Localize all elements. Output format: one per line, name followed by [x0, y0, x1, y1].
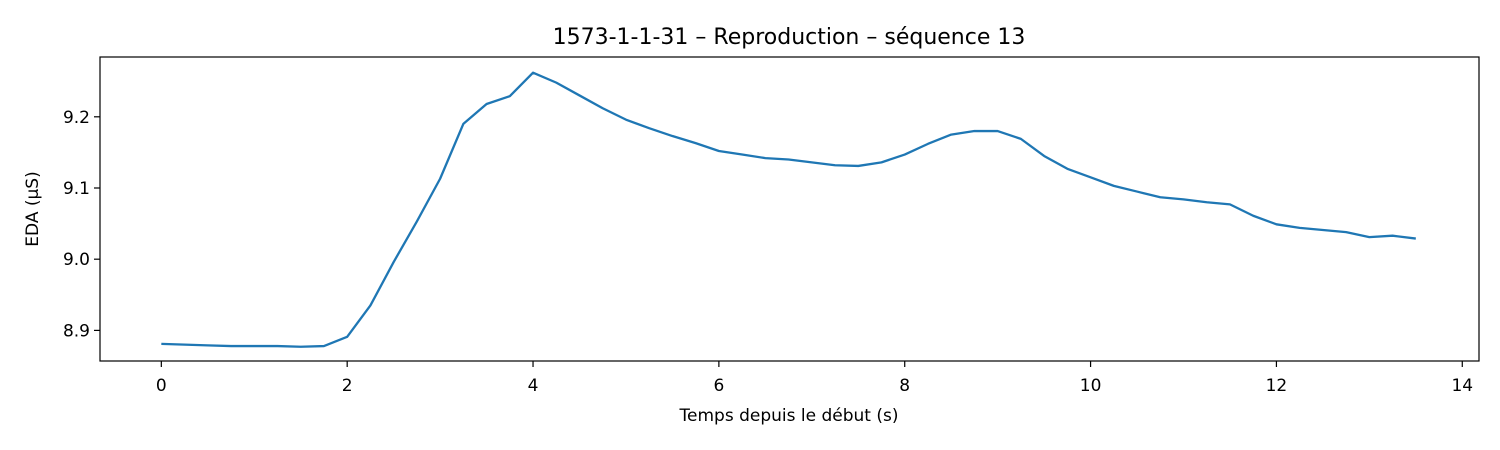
- y-axis: 8.9 9.0 9.1 9.2: [63, 108, 100, 341]
- x-tick-label: 0: [156, 376, 167, 396]
- x-tick-label: 6: [713, 376, 724, 396]
- x-tick-label: 12: [1266, 376, 1288, 396]
- y-tick-label: 9.0: [63, 250, 90, 270]
- x-tick-label: 2: [342, 376, 353, 396]
- x-tick-label: 14: [1451, 376, 1473, 396]
- series-line: [161, 71, 1416, 348]
- y-tick-label: 8.9: [63, 321, 90, 341]
- x-tick-label: 4: [528, 376, 539, 396]
- x-axis: 0 2 4 6 8 10 12 14: [156, 361, 1473, 396]
- plot-frame: [99, 56, 1480, 362]
- x-tick-label: 8: [899, 376, 910, 396]
- y-axis-label: EDA (µS): [23, 171, 43, 246]
- x-tick-label: 10: [1080, 376, 1102, 396]
- x-axis-label: Temps depuis le début (s): [679, 406, 899, 426]
- y-tick-label: 9.2: [63, 108, 90, 128]
- y-tick-label: 9.1: [63, 179, 90, 199]
- chart-title: 1573-1-1-31 – Reproduction – séquence 13: [553, 25, 1026, 50]
